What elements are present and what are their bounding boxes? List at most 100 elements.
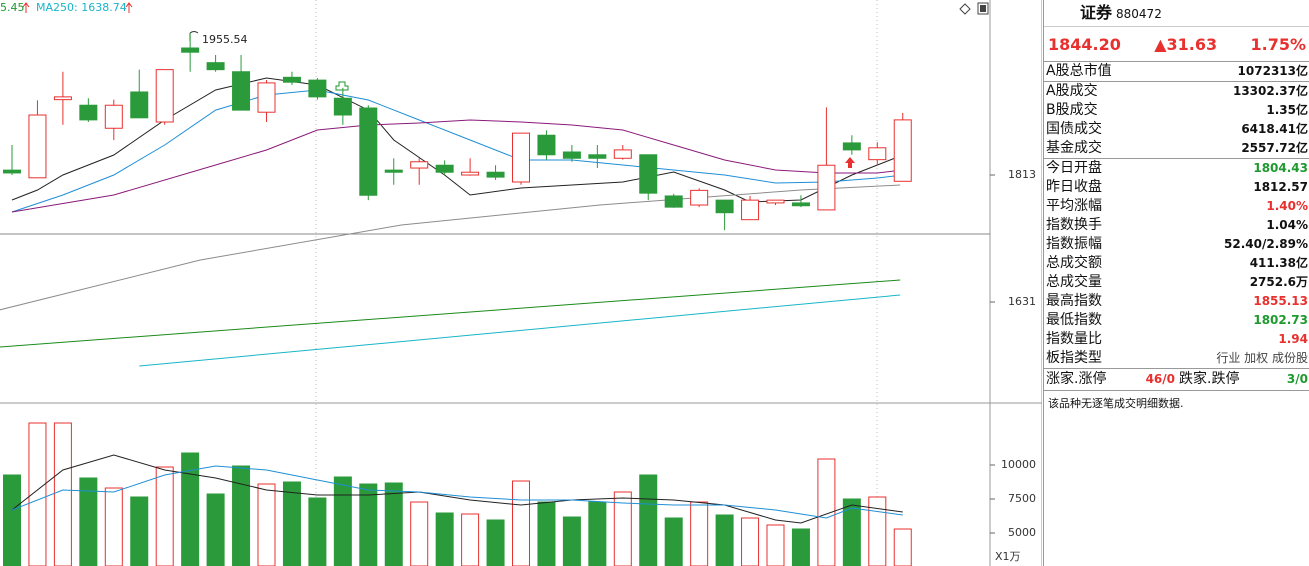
label: 指数量比 bbox=[1046, 331, 1102, 347]
candle-body bbox=[410, 161, 429, 169]
candle-body bbox=[562, 151, 581, 159]
y-tick-label: 7500 bbox=[1008, 492, 1036, 505]
candle-body bbox=[741, 199, 760, 221]
candle-body bbox=[282, 76, 301, 83]
stat-row: A股成交 13302.37亿 bbox=[1044, 82, 1309, 101]
ma-line bbox=[11, 454, 903, 524]
stat-row: 平均涨幅 1.40% bbox=[1044, 197, 1309, 216]
y-tick-label: 10000 bbox=[1001, 458, 1036, 471]
volume-bar bbox=[104, 487, 123, 566]
value: 3/0 bbox=[1286, 372, 1308, 386]
stat-row: 昨日收盘 1812.57 bbox=[1044, 178, 1309, 197]
volume-bar bbox=[486, 519, 505, 566]
value: 1855.13 bbox=[1253, 294, 1308, 308]
volume-bar bbox=[232, 465, 251, 566]
label: 总成交额 bbox=[1046, 255, 1102, 271]
stat-row: 国债成交 6418.41亿 bbox=[1044, 120, 1309, 139]
value: 1.94 bbox=[1278, 332, 1308, 346]
ma-line bbox=[0, 184, 901, 311]
candle-body bbox=[333, 97, 352, 116]
candle-body bbox=[104, 104, 123, 129]
percent: 1.75% bbox=[1250, 34, 1306, 54]
volume-bar bbox=[53, 422, 72, 566]
volume-bar bbox=[410, 501, 429, 566]
candle-body bbox=[181, 47, 200, 53]
volume-bar bbox=[639, 474, 658, 566]
candle-body bbox=[435, 164, 454, 173]
ma-line bbox=[11, 465, 903, 519]
icon[interactable] bbox=[977, 2, 989, 15]
arrow-icon bbox=[22, 2, 30, 13]
label: B股成交 bbox=[1046, 102, 1098, 118]
label: 最低指数 bbox=[1046, 312, 1102, 328]
candle-body bbox=[3, 169, 21, 174]
candle-body bbox=[232, 71, 251, 111]
candle-body bbox=[155, 69, 174, 123]
stat-row: 指数量比 1.94 bbox=[1044, 330, 1309, 349]
candle-body bbox=[588, 154, 607, 159]
label: 平均涨幅 bbox=[1046, 198, 1102, 214]
value: 2752.6万 bbox=[1249, 275, 1308, 289]
label: 总成交量 bbox=[1046, 274, 1102, 290]
value: 1802.73 bbox=[1253, 313, 1308, 327]
value: 1072313亿 bbox=[1237, 64, 1308, 78]
annotation: 1955.54 bbox=[202, 33, 248, 46]
price: 1844.20 bbox=[1048, 34, 1121, 54]
volume-bar bbox=[206, 493, 225, 566]
candle-body bbox=[206, 62, 225, 71]
stat-row: 指数振幅 52.40/2.89% bbox=[1044, 235, 1309, 254]
volume-bar bbox=[155, 466, 174, 566]
label: 指数换手 bbox=[1046, 217, 1102, 233]
candle-body bbox=[664, 195, 683, 208]
stat-row: B股成交 1.35亿 bbox=[1044, 101, 1309, 120]
stat-row: 基金成交 2557.72亿 bbox=[1044, 139, 1309, 159]
icon[interactable] bbox=[959, 3, 971, 15]
value: 411.38亿 bbox=[1249, 256, 1308, 270]
volume-bar bbox=[512, 480, 530, 566]
volume-bar bbox=[588, 501, 607, 566]
candle-body bbox=[613, 149, 632, 159]
candle-body bbox=[130, 91, 149, 119]
volume-bar bbox=[741, 517, 760, 566]
label: 指数振幅 bbox=[1046, 236, 1102, 252]
y-tick-label: 1631 bbox=[1008, 295, 1036, 308]
volume-bar bbox=[766, 524, 785, 566]
label: 跌家.跌停 bbox=[1179, 371, 1240, 387]
volume-bar bbox=[690, 501, 709, 566]
stat-row: 今日开盘 1804.43 bbox=[1044, 159, 1309, 178]
label: 板指类型 bbox=[1046, 350, 1102, 366]
value: 52.40/2.89% bbox=[1224, 237, 1308, 251]
label: 基金成交 bbox=[1046, 140, 1102, 156]
label: 最高指数 bbox=[1046, 293, 1102, 309]
value: 13302.37亿 bbox=[1232, 84, 1308, 98]
candle-body bbox=[537, 134, 556, 156]
candle-body bbox=[842, 142, 861, 151]
volume-bar bbox=[562, 516, 581, 566]
value: 1.04% bbox=[1266, 218, 1308, 232]
volume-bar bbox=[308, 497, 327, 566]
ma-line bbox=[11, 119, 903, 213]
volume-group bbox=[3, 422, 912, 566]
label: 国债成交 bbox=[1046, 121, 1102, 137]
candle-body bbox=[690, 189, 709, 206]
candle-body bbox=[715, 199, 734, 214]
value: 行业 加权 成份股 bbox=[1216, 351, 1308, 365]
volume-bar bbox=[282, 481, 301, 566]
volume-bar bbox=[359, 483, 378, 566]
label: A股总市值 bbox=[1046, 63, 1112, 79]
arrow-icon bbox=[125, 2, 133, 13]
value: 46/0 bbox=[1145, 372, 1175, 386]
candle-body bbox=[639, 154, 658, 194]
value: 6418.41亿 bbox=[1241, 122, 1308, 136]
ma-line bbox=[0, 279, 901, 348]
label: 涨家.涨停 bbox=[1046, 371, 1107, 387]
volume-bar bbox=[842, 498, 861, 566]
unit-label: X1万 bbox=[995, 550, 1021, 563]
label: 昨日收盘 bbox=[1046, 179, 1102, 195]
volume-bar bbox=[715, 514, 734, 566]
breadth-row: 涨家.涨停 46/0 跌家.跌停 3/0 bbox=[1044, 369, 1309, 391]
quote: 1844.20 ▲31.63 1.75% bbox=[1044, 27, 1309, 62]
value: 1804.43 bbox=[1253, 161, 1308, 175]
volume-bar bbox=[791, 528, 810, 566]
stat-row: 总成交额 411.38亿 bbox=[1044, 254, 1309, 273]
